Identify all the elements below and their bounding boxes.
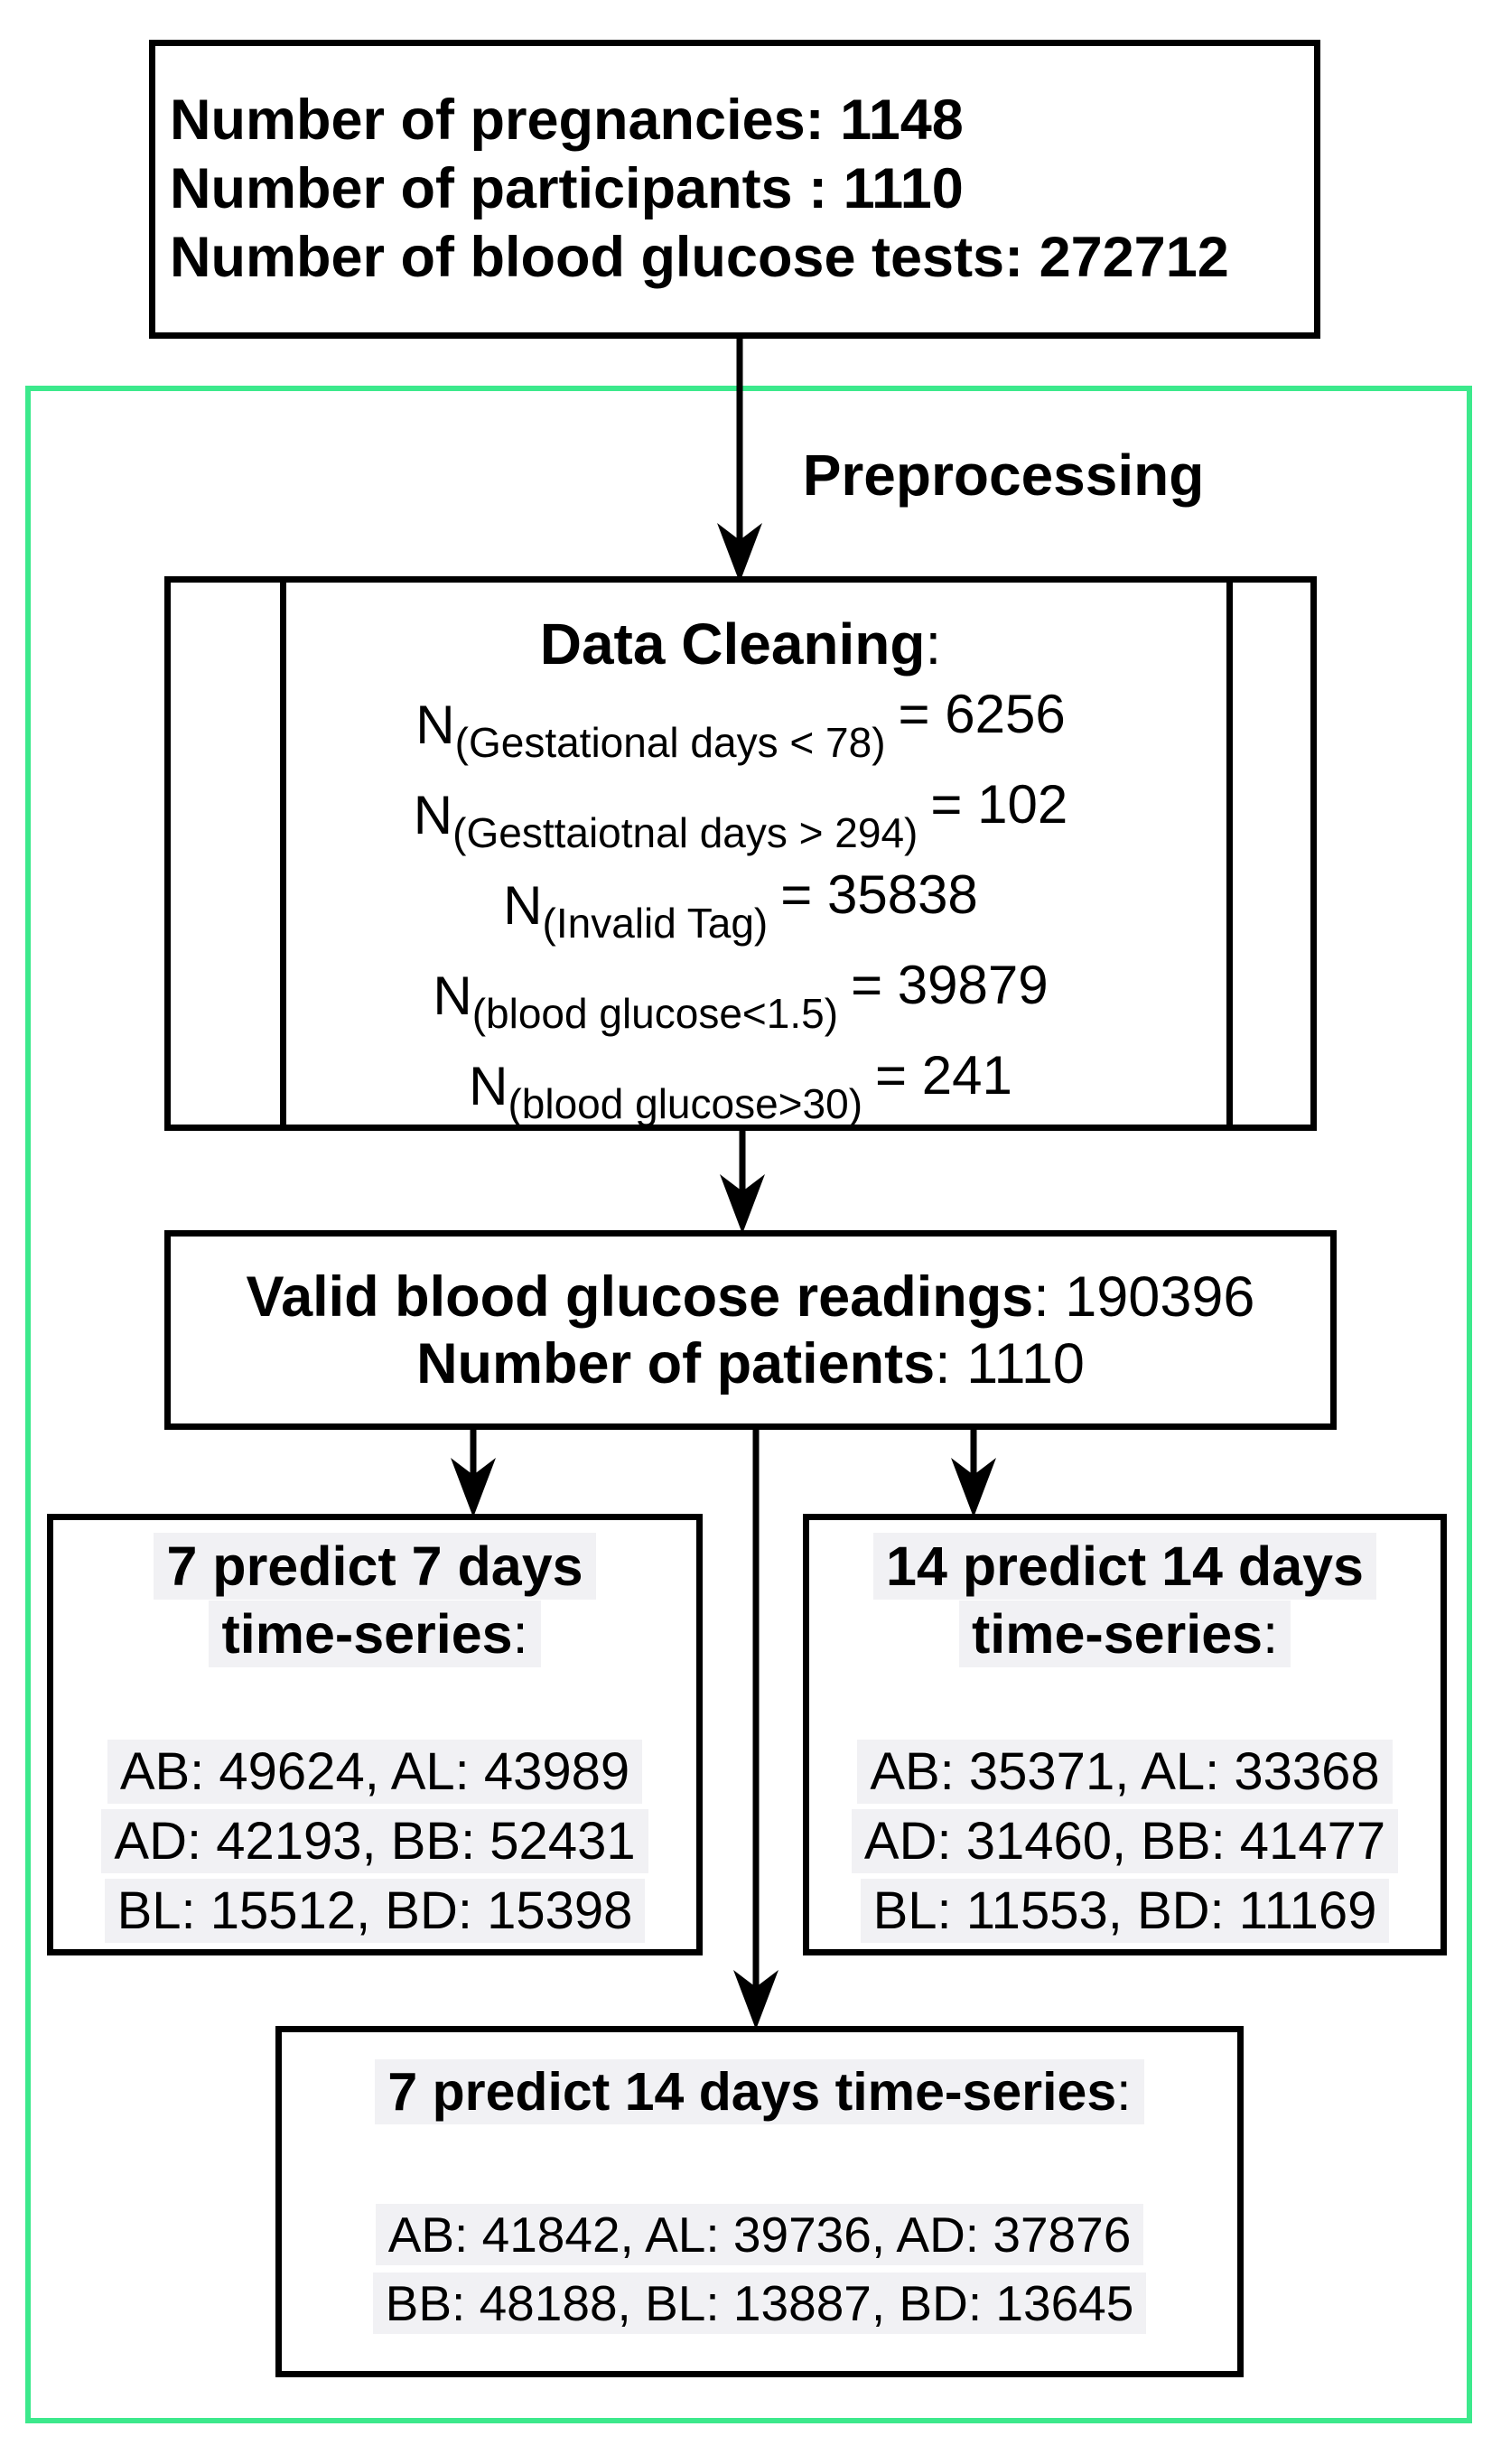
exclusion-formula: N(blood glucose<1.5) = 39879	[433, 955, 1049, 1037]
split-counts-row: AD: 42193, BB: 52431	[53, 1806, 696, 1876]
split-counts-row: BL: 11553, BD: 11169	[809, 1876, 1440, 1946]
predict-7-7-box: 7 predict 7 days time-series: AB: 49624,…	[47, 1514, 703, 1955]
preprocessing-frame	[25, 386, 1472, 2423]
cohort-summary-box: Number of pregnancies: 1148 Number of pa…	[149, 40, 1320, 339]
exclusion-formula: N(Gesttaiotnal days > 294) = 102	[413, 774, 1068, 856]
cohort-line: Number of participants : 1110	[170, 157, 964, 220]
patient-count-line: Number of patients: 1110	[416, 1332, 1085, 1395]
predefined-process-left-bar	[280, 583, 286, 1125]
exclusion-formula: N(blood glucose>30) = 241	[469, 1045, 1012, 1127]
exclusion-formula: N(Gestational days < 78) = 6256	[415, 684, 1066, 766]
valid-readings-box: Valid blood glucose readings: 190396 Num…	[164, 1230, 1337, 1430]
data-cleaning-title: Data Cleaning:	[539, 611, 942, 677]
cohort-line: Number of blood glucose tests: 272712	[170, 226, 1229, 289]
split-counts-row: BB: 48188, BL: 13887, BD: 13645	[282, 2269, 1237, 2338]
split-counts-row: AB: 35371, AL: 33368	[809, 1737, 1440, 1806]
split-counts-row: AB: 41842, AL: 39736, AD: 37876	[282, 2200, 1237, 2269]
split-counts-row: AB: 49624, AL: 43989	[53, 1737, 696, 1806]
split-counts-row: BL: 15512, BD: 15398	[53, 1876, 696, 1946]
predefined-process-right-bar	[1226, 583, 1233, 1125]
predict-14-14-box: 14 predict 14 days time-series: AB: 3537…	[803, 1514, 1447, 1955]
predict-7-14-title: 7 predict 14 days time-series:	[282, 2058, 1237, 2126]
predict-7-7-title: time-series:	[53, 1601, 696, 1668]
cohort-line: Number of pregnancies: 1148	[170, 89, 964, 152]
exclusion-formula: N(Invalid Tag) = 35838	[503, 864, 978, 947]
valid-readings-line: Valid blood glucose readings: 190396	[246, 1265, 1255, 1329]
split-counts-row: AD: 31460, BB: 41477	[809, 1806, 1440, 1876]
predict-14-14-title: time-series:	[809, 1601, 1440, 1668]
preprocessing-label: Preprocessing	[802, 443, 1205, 508]
predict-14-14-title: 14 predict 14 days	[809, 1533, 1440, 1601]
predict-7-7-title: 7 predict 7 days	[53, 1533, 696, 1601]
predict-7-14-box: 7 predict 14 days time-series: AB: 41842…	[275, 2026, 1244, 2377]
data-cleaning-box: Data Cleaning: N(Gestational days < 78) =…	[164, 576, 1317, 1131]
